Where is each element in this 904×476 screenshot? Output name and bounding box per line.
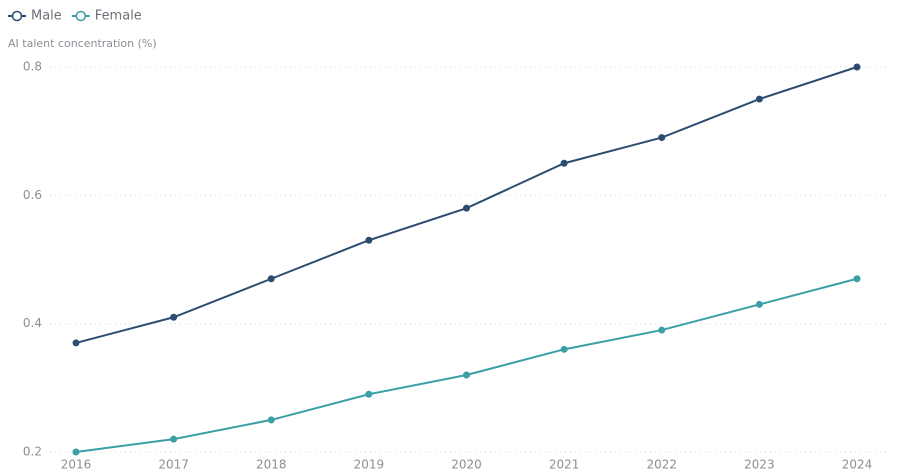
data-point <box>72 448 80 456</box>
data-point <box>755 95 763 103</box>
data-point <box>170 435 178 443</box>
x-tick-label: 2024 <box>842 458 873 472</box>
data-point <box>658 134 666 142</box>
x-tick-label: 2017 <box>158 458 189 472</box>
x-tick-label: 2023 <box>744 458 775 472</box>
data-point <box>267 416 275 424</box>
legend-marker <box>75 10 87 22</box>
data-point <box>853 275 861 283</box>
data-point <box>170 313 178 321</box>
legend-label: Female <box>95 9 142 24</box>
data-point <box>72 339 80 347</box>
data-point <box>463 204 470 212</box>
x-tick-label: 2019 <box>354 458 385 472</box>
y-tick-label: 0.8 <box>23 60 42 74</box>
legend-label: Male <box>31 9 62 24</box>
x-tick-label: 2020 <box>451 458 482 472</box>
y-axis-label: AI talent concentration (%) <box>8 37 157 50</box>
data-point <box>755 300 763 308</box>
legend-item[interactable]: Female <box>71 9 142 24</box>
data-point <box>365 390 373 398</box>
y-tick-label: 0.4 <box>23 316 42 330</box>
x-tick-label: 2016 <box>61 458 92 472</box>
data-point <box>658 326 666 334</box>
legend-marker <box>11 10 23 22</box>
data-point <box>267 275 275 283</box>
x-tick-label: 2022 <box>646 458 677 472</box>
data-point <box>560 159 568 167</box>
y-tick-label: 0.6 <box>23 188 42 202</box>
series-line <box>75 277 858 453</box>
data-point <box>853 63 861 71</box>
data-point <box>560 345 568 353</box>
legend: Male Female <box>8 9 142 24</box>
data-point <box>365 236 373 244</box>
y-tick-label: 0.2 <box>23 445 42 459</box>
data-point <box>463 371 470 379</box>
x-tick-label: 2021 <box>549 458 580 472</box>
legend-item[interactable]: Male <box>8 9 62 24</box>
x-tick-label: 2018 <box>256 458 287 472</box>
